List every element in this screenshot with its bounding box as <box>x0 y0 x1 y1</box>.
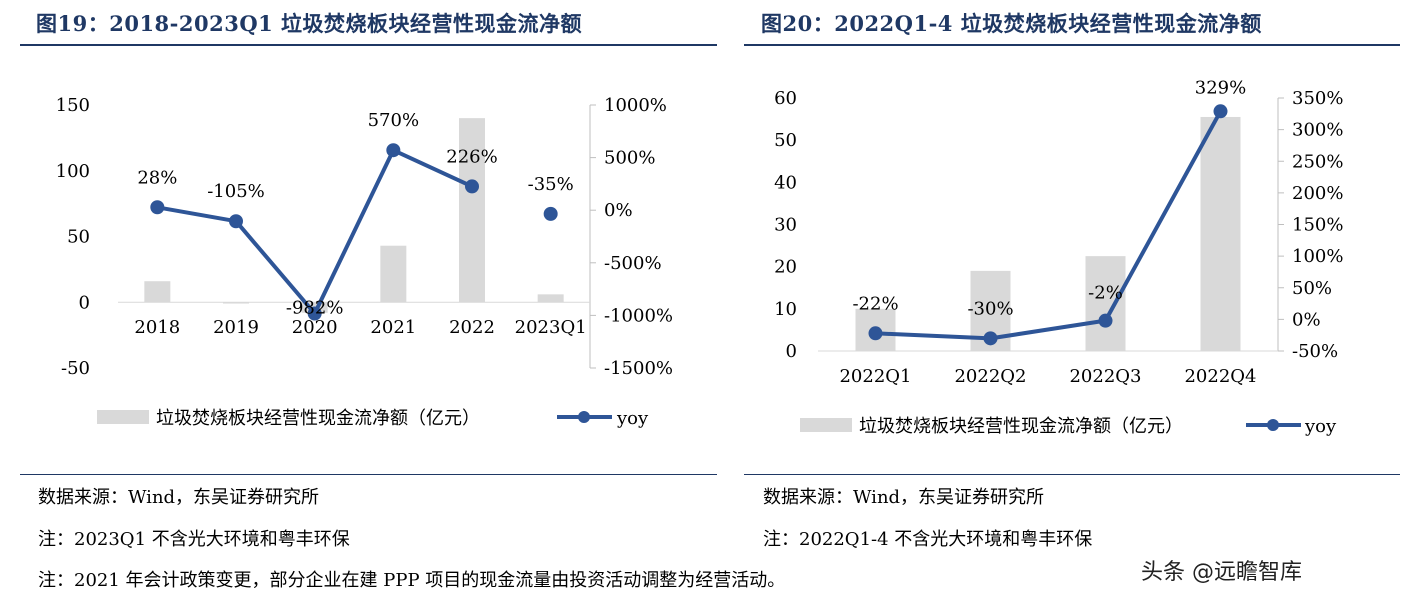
chart-1-bar <box>459 118 485 303</box>
chart-1-yoy-point <box>386 143 401 158</box>
chart-2-y-left-tick-label: 50 <box>774 130 797 151</box>
chart-1-yoy-data-label: -105% <box>207 181 265 202</box>
policy-footnote: 注：2021 年会计政策变更，部分企业在建 PPP 项目的现金流量由投资活动调整… <box>38 570 786 591</box>
chart-2-note: 注：2022Q1-4 不含光大环境和粤丰环保 <box>763 529 1093 550</box>
chart-1-y-right-tick-label: -500% <box>604 253 662 274</box>
chart-2-y-left-tick-label: 60 <box>774 88 797 109</box>
chart-1-yoy-data-label: 570% <box>368 110 419 131</box>
chart-2-title: 图20：2022Q1-4 垃圾焚烧板块经营性现金流净额 <box>761 11 1262 36</box>
chart-1-bar <box>380 245 407 303</box>
chart-1-y-right-tick-label: 1000% <box>604 95 667 116</box>
chart-2-y-right-tick-label: 350% <box>1292 88 1343 109</box>
chart-2-bar <box>1200 116 1241 351</box>
chart-1-y-left-tick-label: 50 <box>67 227 90 248</box>
chart-2-x-tick-label: 2022Q1 <box>839 366 911 387</box>
chart-1-y-left-tick-label: 150 <box>56 95 90 116</box>
chart-2-legend-line-marker <box>1267 419 1279 431</box>
chart-1-legend-bar-swatch <box>97 410 149 424</box>
chart-1-legend: 垃圾焚烧板块经营性现金流净额（亿元） yoy <box>97 408 649 429</box>
chart-1-yoy-data-label: 226% <box>446 146 497 167</box>
chart-1-yoy-point <box>543 206 558 221</box>
chart-2-legend: 垃圾焚烧板块经营性现金流净额（亿元） yoy <box>800 416 1337 437</box>
chart-1-y-left-tick-label: 100 <box>56 161 90 182</box>
chart-1-title-rule <box>20 44 717 46</box>
charts-canvas: 垃圾焚烧板块经营性现金流净额（亿元） yoy 垃圾焚烧板块经营性现金流净额（亿元… <box>56 77 1344 437</box>
chart-1-x-tick-label: 2018 <box>134 317 180 338</box>
chart-1-x-tick-label: 2021 <box>370 317 416 338</box>
chart-2-y-left-tick-label: 10 <box>774 299 797 320</box>
chart-2-legend-bar-label: 垃圾焚烧板块经营性现金流净额（亿元） <box>859 416 1183 437</box>
chart-1-bottom-rule <box>20 474 717 475</box>
chart-2-bottom-rule <box>744 474 1400 475</box>
chart-1-yoy-line <box>156 148 473 316</box>
chart-2-y-right-tick-label: 0% <box>1292 309 1321 330</box>
watermark: 头条 @远瞻智库 <box>1141 560 1302 585</box>
chart-1-source: 数据来源：Wind，东吴证券研究所 <box>38 487 320 508</box>
chart-2-yoy-data-label: -22% <box>852 293 898 314</box>
chart-2-y-left-tick-label: 30 <box>774 215 797 236</box>
chart-1-y-right-tick-label: -1500% <box>604 358 673 379</box>
chart-2-y-right-tick-label: 250% <box>1292 151 1343 172</box>
chart-2-y-right-tick-label: 50% <box>1292 278 1332 299</box>
chart-2-y-right-tick-label: -50% <box>1292 341 1338 362</box>
chart-1-note: 注：2023Q1 不含光大环境和粤丰环保 <box>38 529 350 550</box>
chart-2-yoy-point <box>868 326 883 341</box>
chart-1-y-right-tick-label: -1000% <box>604 305 673 326</box>
chart-1-legend-line-label: yoy <box>616 408 649 429</box>
chart-1-y-right-tick-label: 0% <box>604 200 633 221</box>
chart-1-yoy-point <box>150 200 165 215</box>
chart-2-y-left-tick-label: 40 <box>774 172 797 193</box>
chart-2-yoy-point <box>1213 104 1228 119</box>
chart-2-yoy-data-label: -30% <box>967 298 1013 319</box>
chart-2-bar <box>1085 256 1126 351</box>
chart-1-yoy-point <box>229 214 243 229</box>
chart-1-y-left-tick-label: -50 <box>61 358 90 379</box>
chart-1-yoy-data-label: -982% <box>286 298 344 319</box>
chart-2-yoy-data-label: -2% <box>1088 283 1123 304</box>
chart-2-yoy-line <box>875 110 1223 341</box>
chart-1-title: 图19：2018-2023Q1 垃圾焚烧板块经营性现金流净额 <box>36 11 583 36</box>
chart-2-legend-line-label: yoy <box>1304 416 1337 437</box>
chart-1-yoy-data-label: 28% <box>137 167 177 188</box>
chart-2-y-right-tick-label: 150% <box>1292 215 1343 236</box>
chart-1-y-left-tick-label: 0 <box>79 292 90 313</box>
chart-2-y-right-tick-label: 200% <box>1292 183 1343 204</box>
chart-2-source: 数据来源：Wind，东吴证券研究所 <box>763 487 1045 508</box>
chart-2-x-tick-label: 2022Q3 <box>1069 366 1141 387</box>
chart-2-x-tick-label: 2022Q2 <box>954 366 1026 387</box>
chart-1-bar <box>537 294 564 303</box>
chart-2-yoy-data-label: 329% <box>1195 77 1246 98</box>
chart-2-y-left-tick-label: 0 <box>786 341 797 362</box>
chart-1-legend-line-marker <box>578 411 590 423</box>
chart-1-yoy-point <box>307 306 322 321</box>
chart-2-y-left-tick-label: 20 <box>774 257 797 278</box>
chart-1-bar <box>223 302 249 304</box>
chart-1-x-tick-label: 2022 <box>449 317 495 338</box>
chart-2-legend-bar-swatch <box>800 418 852 432</box>
chart-2-y-right-tick-label: 300% <box>1292 120 1343 141</box>
chart-2-title-rule <box>744 44 1400 46</box>
chart-1-x-tick-label: 2020 <box>292 317 338 338</box>
chart-1-legend-bar-label: 垃圾焚烧板块经营性现金流净额（亿元） <box>156 408 480 429</box>
chart-1-yoy-point <box>465 179 479 194</box>
chart-1-yoy-data-label: -35% <box>528 174 574 195</box>
chart-2-x-tick-label: 2022Q4 <box>1184 366 1256 387</box>
chart-2-y-right-tick-label: 100% <box>1292 246 1343 267</box>
chart-1-x-tick-label: 2023Q1 <box>515 317 587 338</box>
chart-1-y-right-tick-label: 500% <box>604 148 655 169</box>
chart-1-bar <box>144 281 171 303</box>
chart-1-x-tick-label: 2019 <box>213 317 259 338</box>
chart-2-yoy-point <box>1098 313 1113 328</box>
chart-2-yoy-point <box>983 331 998 346</box>
